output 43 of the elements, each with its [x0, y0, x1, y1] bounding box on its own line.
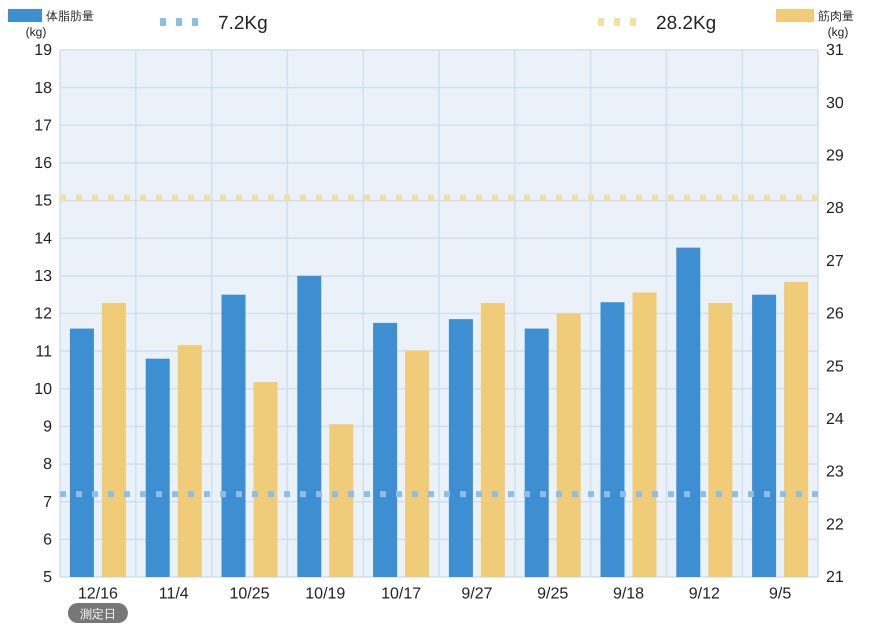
y-axis-title: (kg) [26, 25, 46, 39]
y-tick-label: 17 [34, 117, 52, 134]
y-tick-label: 11 [35, 343, 52, 360]
y-tick-label: 14 [34, 230, 52, 248]
y2-tick-label: 25 [826, 358, 844, 376]
y-tick-label: 9 [43, 418, 52, 436]
x-tick-label: 9/27 [461, 585, 493, 602]
y2-tick-label: 30 [826, 94, 844, 112]
y-tick-label: 16 [34, 155, 52, 172]
y2-tick-label: 22 [826, 516, 844, 534]
y-tick-label: 12 [34, 306, 52, 323]
y2-tick-label: 31 [826, 42, 844, 60]
x-tick-label: 9/25 [537, 585, 568, 602]
y2-tick-label: 26 [826, 306, 844, 323]
x-tick-label: 9/12 [688, 585, 720, 602]
y2-tick-label: 29 [826, 148, 844, 165]
x-tick-label: 9/5 [768, 585, 792, 602]
x-tick-label: 10/19 [305, 585, 346, 602]
x-tick-label: 10/25 [229, 585, 270, 602]
y-tick-label: 18 [34, 80, 52, 97]
y-tick-label: 6 [43, 531, 52, 548]
x-tick-label: 11/4 [158, 585, 189, 602]
legend-label: 28.2Kg [656, 13, 716, 34]
x-tick-label: 9/18 [612, 585, 644, 602]
y2-tick-label: 23 [826, 464, 844, 481]
y2-tick-label: 21 [826, 569, 844, 586]
y-tick-label: 8 [43, 456, 52, 474]
legend-label: 7.2Kg [218, 13, 268, 34]
y-tick-label: 13 [34, 268, 52, 285]
y-tick-label: 15 [34, 192, 52, 210]
y2-axis-title: (kg) [828, 25, 848, 39]
legend-label: 体脂肪量 [46, 9, 94, 23]
y-tick-label: 7 [43, 494, 52, 511]
x-tick-label: 10/17 [381, 585, 422, 602]
y2-tick-label: 24 [826, 411, 844, 428]
x-tick-label: 12/16 [78, 585, 118, 602]
x-axis-title: 測定日 [80, 607, 116, 621]
y2-tick-label: 27 [826, 252, 844, 270]
y2-tick-label: 28 [826, 200, 844, 218]
legend-label: 筋肉量 [818, 9, 854, 23]
y-tick-label: 5 [43, 569, 52, 586]
y-tick-label: 19 [34, 42, 52, 60]
y-tick-label: 10 [34, 380, 52, 398]
